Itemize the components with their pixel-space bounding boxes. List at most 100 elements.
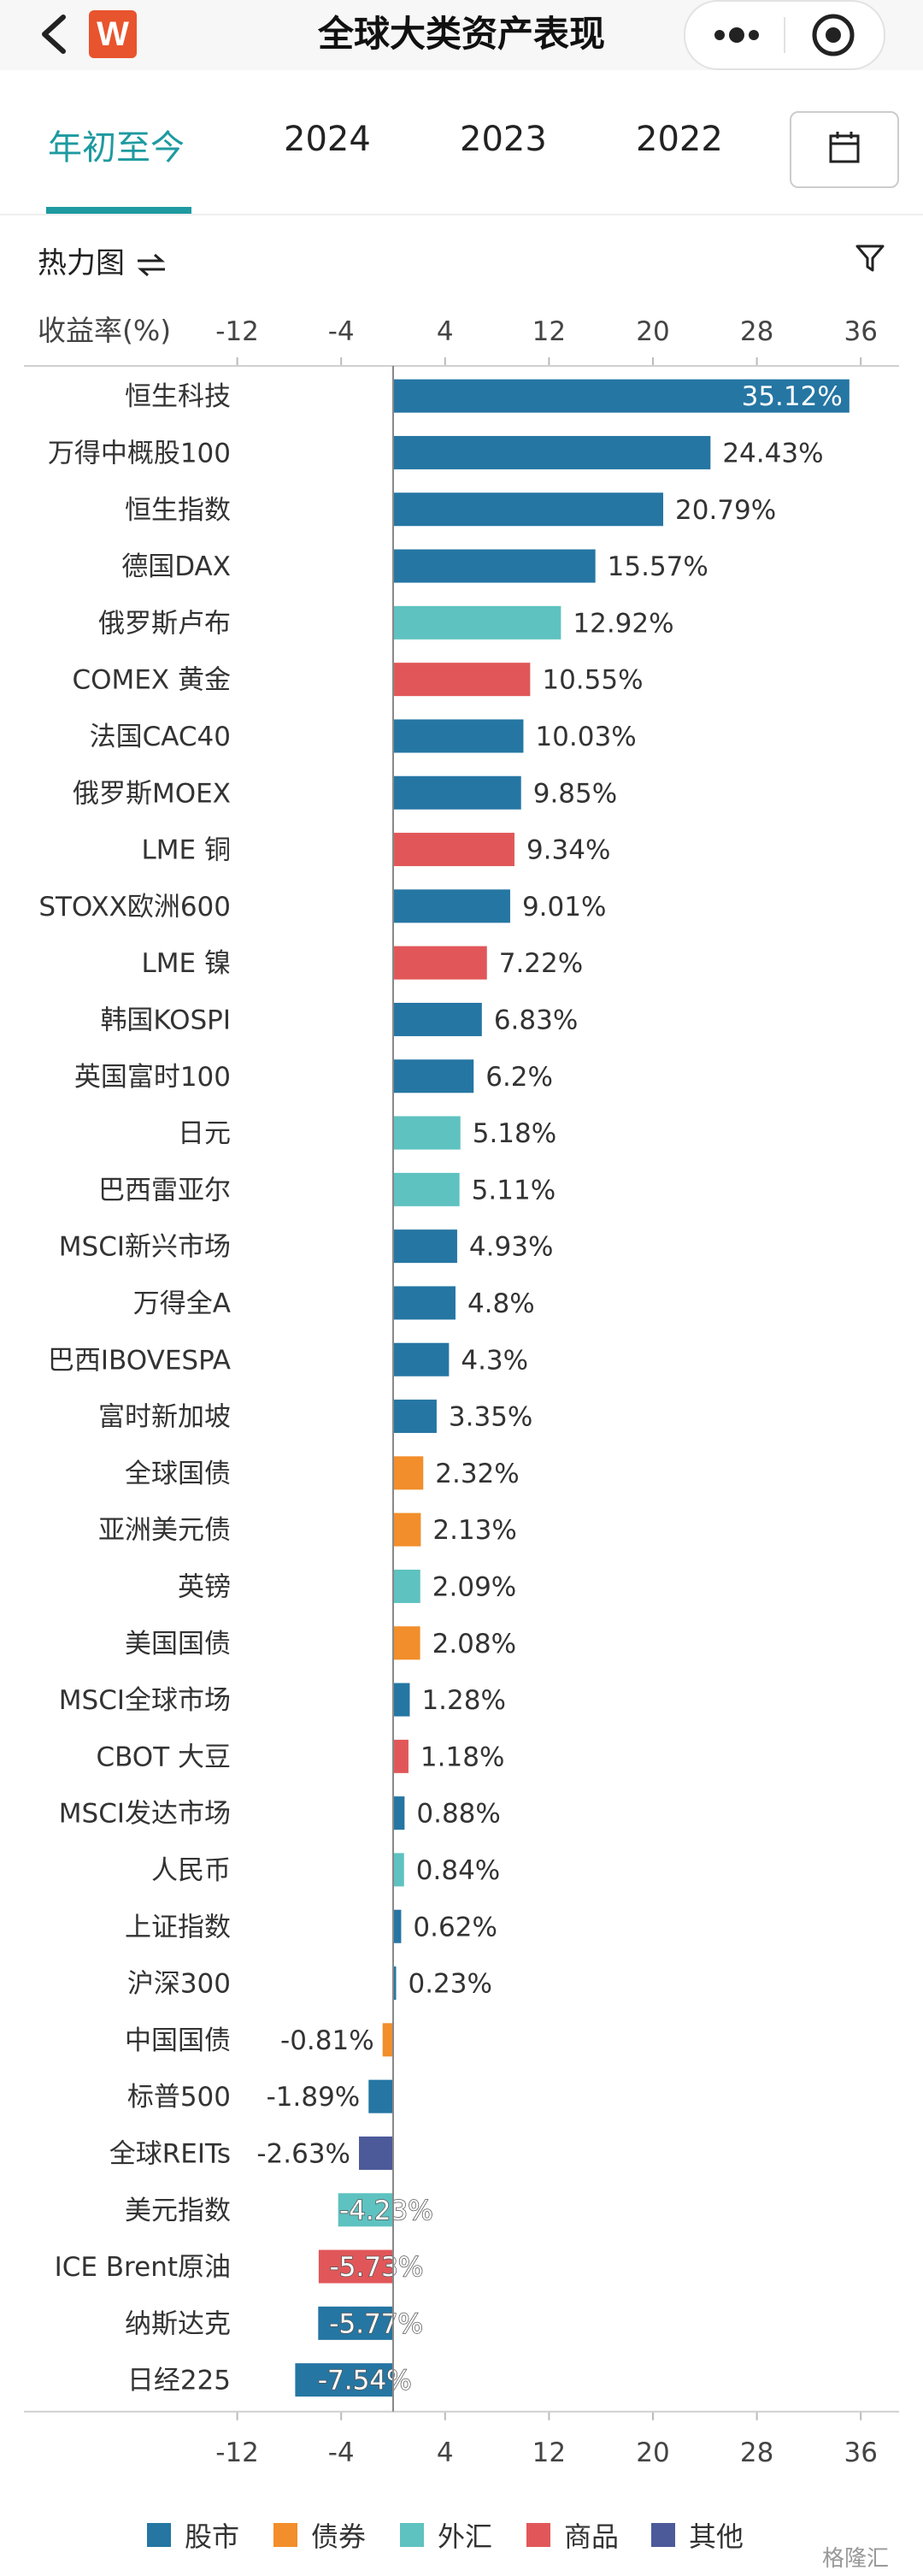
back-button[interactable] xyxy=(32,9,80,60)
bar-row[interactable]: 英国富时100 6.2% xyxy=(74,1059,553,1093)
data-label: -7.54% xyxy=(318,2366,412,2396)
data-label: 4.93% xyxy=(469,1232,553,1263)
bar-row[interactable]: LME 铜 9.34% xyxy=(142,833,611,867)
bar-row[interactable]: MSCI全球市场 1.28% xyxy=(59,1683,506,1717)
legend-item[interactable]: 外汇 xyxy=(400,2514,492,2556)
bar xyxy=(393,549,596,583)
data-label: 2.08% xyxy=(432,1629,516,1659)
bar-row[interactable]: MSCI新兴市场 4.93% xyxy=(59,1229,554,1264)
close-mini-program-button[interactable] xyxy=(785,2,884,68)
bar xyxy=(338,2193,393,2227)
bar-row[interactable]: 中国国债 -0.81% xyxy=(125,2023,393,2057)
bar xyxy=(393,1966,397,2001)
heatmap-toggle[interactable]: 热力图 xyxy=(38,239,168,281)
bar-row[interactable]: STOXX欧洲600 9.01% xyxy=(38,889,606,923)
bar xyxy=(393,1059,474,1093)
category-label: 恒生指数 xyxy=(125,495,231,526)
top-tick-label: 4 xyxy=(437,316,454,347)
period-tabs: 年初至今 2024 2023 2022 xyxy=(0,89,923,214)
data-label: 3.35% xyxy=(449,1402,532,1433)
category-label: 俄罗斯卢布 xyxy=(98,608,231,639)
bar-row[interactable]: 全球REITs -2.63% xyxy=(109,2136,393,2170)
bar-row[interactable]: LME 镍 7.22% xyxy=(142,946,584,980)
category-label: 韩国KOSPI xyxy=(100,1005,231,1035)
bar xyxy=(393,1342,450,1376)
category-label: 中国国债 xyxy=(125,2025,231,2056)
data-label: 15.57% xyxy=(608,551,708,582)
bottom-tick-label: 36 xyxy=(844,2437,877,2468)
legend-item[interactable]: 股市 xyxy=(147,2514,239,2556)
tab-ytd[interactable]: 年初至今 xyxy=(48,128,185,168)
bar-row[interactable]: 巴西雷亚尔 5.11% xyxy=(98,1172,556,1206)
bar-row[interactable]: MSCI发达市场 0.88% xyxy=(59,1796,501,1830)
legend-label: 债券 xyxy=(311,2520,367,2553)
top-tick-label: 20 xyxy=(636,316,669,347)
data-label: -4.23% xyxy=(339,2196,433,2226)
bar-row[interactable]: 德国DAX 15.57% xyxy=(121,549,708,583)
bar-row[interactable]: 韩国KOSPI 6.83% xyxy=(100,1002,578,1036)
legend-swatch xyxy=(147,2523,171,2547)
bar-row[interactable]: 美元指数 -4.23% xyxy=(125,2193,433,2227)
bar-row[interactable]: 巴西IBOVESPA 4.3% xyxy=(48,1342,528,1376)
bar-row[interactable]: 恒生科技 35.12% xyxy=(125,379,850,413)
bar-row[interactable]: ICE Brent原油 -5.73% xyxy=(55,2249,424,2284)
bar-row[interactable]: 人民币 0.84% xyxy=(151,1853,500,1887)
bottom-tick-label: 28 xyxy=(740,2437,773,2468)
bar-row[interactable]: 亚洲美元债 2.13% xyxy=(98,1512,517,1547)
bar xyxy=(295,2363,393,2397)
filter-button[interactable] xyxy=(855,243,885,274)
bar-row[interactable]: 沪深300 0.23% xyxy=(127,1966,492,2001)
category-label: 日元 xyxy=(178,1118,231,1149)
bar xyxy=(393,1512,421,1547)
bar xyxy=(393,1853,404,1887)
bar xyxy=(393,1172,460,1206)
data-label: -5.77% xyxy=(329,2308,423,2339)
tab-2023[interactable]: 2023 xyxy=(460,120,547,159)
legend-item[interactable]: 债券 xyxy=(273,2514,366,2556)
bar-row[interactable]: 上证指数 0.62% xyxy=(125,1909,497,1943)
bar-row[interactable]: COMEX 黄金 10.55% xyxy=(73,663,644,697)
category-label: LME 镍 xyxy=(142,948,231,979)
bar-row[interactable]: 全球国债 2.32% xyxy=(125,1456,520,1490)
bar xyxy=(368,2079,393,2113)
bar-row[interactable]: 标普500 -1.89% xyxy=(127,2079,393,2113)
data-label: 35.12% xyxy=(742,381,843,412)
bar xyxy=(393,775,521,810)
calendar-button[interactable] xyxy=(790,111,899,188)
bar xyxy=(393,492,664,527)
legend-label: 股市 xyxy=(185,2520,240,2553)
bar-row[interactable]: 俄罗斯MOEX 9.85% xyxy=(73,775,617,810)
bar-row[interactable]: 万得中概股100 24.43% xyxy=(48,435,824,469)
data-label: -0.81% xyxy=(280,2025,374,2056)
top-axis: -12 -4 4 12 20 28 36 xyxy=(24,316,899,367)
bar-row[interactable]: 日经225 -7.54% xyxy=(127,2363,412,2396)
bar-row[interactable]: 俄罗斯卢布 12.92% xyxy=(98,605,674,640)
y-axis-title: 收益率(%) xyxy=(38,314,171,347)
bar-row[interactable]: 富时新加坡 3.35% xyxy=(98,1400,532,1434)
bar-row[interactable]: 恒生指数 20.79% xyxy=(125,492,776,527)
bar xyxy=(393,719,524,753)
category-label: 英国富时100 xyxy=(74,1062,231,1093)
bar-row[interactable]: 法国CAC40 10.03% xyxy=(90,719,637,753)
legend-item[interactable]: 商品 xyxy=(526,2514,619,2556)
tab-2024[interactable]: 2024 xyxy=(284,120,371,159)
bar-row[interactable]: CBOT 大豆 1.18% xyxy=(96,1739,504,1773)
bottom-tick-label: 12 xyxy=(532,2437,566,2468)
category-label: 巴西IBOVESPA xyxy=(48,1345,231,1376)
bar xyxy=(382,2023,393,2057)
bar-row[interactable]: 日元 5.18% xyxy=(178,1116,556,1150)
bar-row[interactable]: 纳斯达克 -5.77% xyxy=(125,2306,424,2340)
bars: 恒生科技 35.12% 万得中概股100 24.43% 恒生指数 20.79% 德国DAX 1… xyxy=(38,379,850,2396)
heatmap-label: 热力图 xyxy=(38,246,125,280)
category-label: MSCI发达市场 xyxy=(59,1799,231,1830)
legend-item[interactable]: 其他 xyxy=(651,2514,744,2556)
bar xyxy=(393,1229,457,1264)
more-button[interactable] xyxy=(685,2,784,68)
category-label: 标普500 xyxy=(127,2082,231,2113)
bar-row[interactable]: 万得全A 4.8% xyxy=(133,1286,535,1320)
tab-2022[interactable]: 2022 xyxy=(636,120,723,159)
category-label: 美元指数 xyxy=(125,2196,231,2226)
data-label: 12.92% xyxy=(573,608,673,639)
bar-row[interactable]: 英镑 2.09% xyxy=(178,1569,516,1603)
bar-row[interactable]: 美国国债 2.08% xyxy=(125,1626,516,1660)
